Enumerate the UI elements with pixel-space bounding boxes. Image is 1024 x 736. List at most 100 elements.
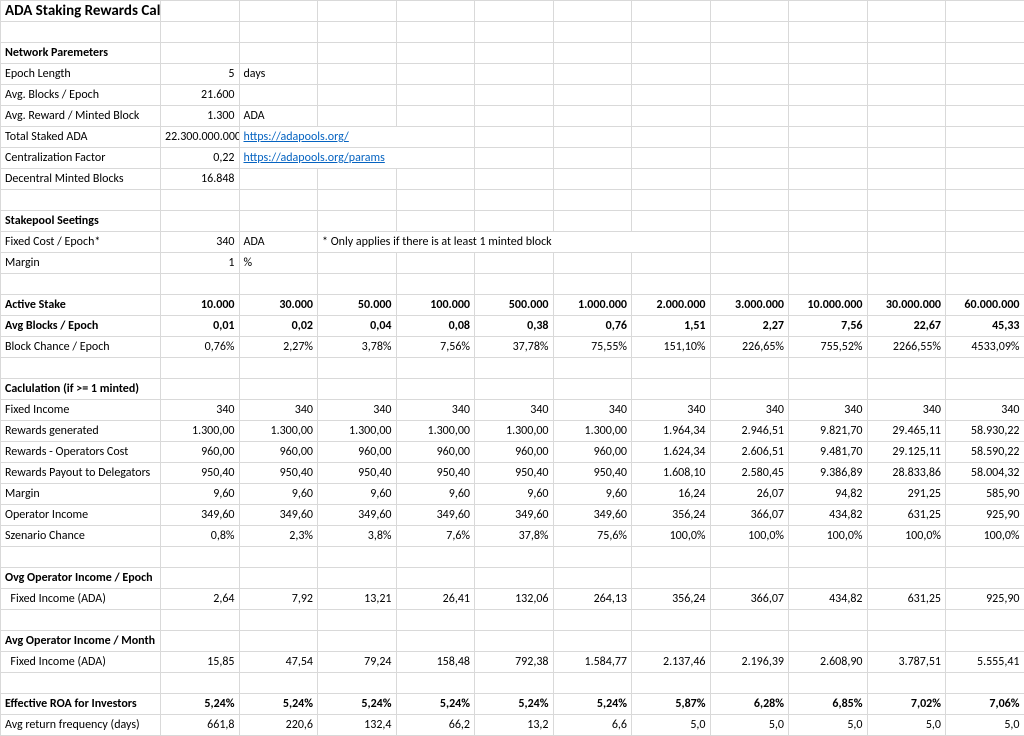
cell-margin_row-10: 585,90 [946,484,1024,505]
value-decentral: 16.848 [161,169,240,190]
cell-rewards_payout-0: 950,40 [161,463,240,484]
cell-rewards_gen-5: 1.300,00 [553,421,632,442]
cell-fixed_income-9: 340 [867,400,946,421]
cell-ovg_fixed-0: 2,64 [161,589,240,610]
cell-rewards_op_cost-7: 2.606,51 [710,442,789,463]
row-ret-freq: Avg return frequency (days) [1,715,161,736]
cell-avg_blocks_epoch-1: 0,02 [239,316,318,337]
cell-avg_fixed_month-10: 5.555,41 [946,652,1024,673]
cell-rewards_payout-7: 2.580,45 [710,463,789,484]
value-margin: 1 [161,253,240,274]
cell-rewards_op_cost-1: 960,00 [239,442,318,463]
cell-active_stake-5: 1.000.000 [553,295,632,316]
cell-fixed_income-7: 340 [710,400,789,421]
cell-szenario-10: 100,0% [946,526,1024,547]
cell-ovg_fixed-1: 7,92 [239,589,318,610]
cell-ovg_fixed-9: 631,25 [867,589,946,610]
note-fixed-cost: * Only applies if there is at least 1 mi… [318,232,711,253]
cell-szenario-8: 100,0% [789,526,868,547]
cell-rewards_payout-5: 950,40 [553,463,632,484]
cell-rewards_gen-8: 9.821,70 [789,421,868,442]
cell-ovg_fixed-6: 356,24 [632,589,711,610]
cell-block_chance-2: 3,78% [318,337,397,358]
section-stakepool: Stakepool Seetings [1,211,161,232]
cell-roa-6: 5,87% [632,694,711,715]
value-centralization: 0,22 [161,148,240,169]
cell-margin_row-9: 291,25 [867,484,946,505]
cell-szenario-1: 2,3% [239,526,318,547]
cell-rewards_payout-8: 9.386,89 [789,463,868,484]
unit-ada-2: ADA [239,232,318,253]
cell-ret_freq-7: 5,0 [710,715,789,736]
cell-operator_income-0: 349,60 [161,505,240,526]
cell-margin_row-7: 26,07 [710,484,789,505]
cell-ret_freq-9: 5,0 [867,715,946,736]
cell-ret_freq-5: 6,6 [553,715,632,736]
label-avg-reward: Avg. Reward / Minted Block [1,106,161,127]
cell-avg_fixed_month-3: 158,48 [396,652,475,673]
cell-active_stake-1: 30.000 [239,295,318,316]
cell-avg_blocks_epoch-5: 0,76 [553,316,632,337]
cell-active_stake-3: 100.000 [396,295,475,316]
cell-margin_row-8: 94,82 [789,484,868,505]
cell-avg_fixed_month-5: 1.584,77 [553,652,632,673]
cell-ret_freq-2: 132,4 [318,715,397,736]
cell-rewards_op_cost-5: 960,00 [553,442,632,463]
cell-avg_fixed_month-6: 2.137,46 [632,652,711,673]
cell-roa-2: 5,24% [318,694,397,715]
cell-ovg_fixed-3: 26,41 [396,589,475,610]
cell-roa-5: 5,24% [553,694,632,715]
row-szenario: Szenario Chance [1,526,161,547]
cell-szenario-7: 100,0% [710,526,789,547]
cell-rewards_gen-1: 1.300,00 [239,421,318,442]
row-ovg-fixed: Fixed Income (ADA) [1,589,161,610]
cell-rewards_op_cost-4: 960,00 [475,442,554,463]
cell-roa-9: 7,02% [867,694,946,715]
cell-margin_row-0: 9,60 [161,484,240,505]
cell-avg_blocks_epoch-2: 0,04 [318,316,397,337]
row-margin-row: Margin [1,484,161,505]
cell-fixed_income-2: 340 [318,400,397,421]
cell-block_chance-1: 2,27% [239,337,318,358]
row-rewards-payout: Rewards Payout to Delegators [1,463,161,484]
cell-roa-7: 6,28% [710,694,789,715]
cell-ret_freq-10: 5,0 [946,715,1024,736]
section-calc: Caclulation (if >= 1 minted) [1,379,161,400]
cell-block_chance-6: 151,10% [632,337,711,358]
cell-ret_freq-6: 5,0 [632,715,711,736]
cell-active_stake-8: 10.000.000 [789,295,868,316]
cell-avg_blocks_epoch-6: 1,51 [632,316,711,337]
cell-avg_fixed_month-2: 79,24 [318,652,397,673]
cell-ovg_fixed-8: 434,82 [789,589,868,610]
unit-percent: % [239,253,318,274]
cell-roa-10: 7,06% [946,694,1024,715]
cell-active_stake-6: 2.000.000 [632,295,711,316]
cell-rewards_gen-10: 58.930,22 [946,421,1024,442]
cell-rewards_gen-6: 1.964,34 [632,421,711,442]
cell-operator_income-3: 349,60 [396,505,475,526]
cell-szenario-6: 100,0% [632,526,711,547]
cell-block_chance-5: 75,55% [553,337,632,358]
cell-avg_blocks_epoch-8: 7,56 [789,316,868,337]
unit-ada: ADA [239,106,318,127]
cell-block_chance-7: 226,65% [710,337,789,358]
cell-fixed_income-8: 340 [789,400,868,421]
cell-margin_row-2: 9,60 [318,484,397,505]
label-centralization: Centralization Factor [1,148,161,169]
unit-days: days [239,64,318,85]
cell-rewards_op_cost-10: 58.590,22 [946,442,1024,463]
cell-ret_freq-0: 661,8 [161,715,240,736]
cell-fixed_income-6: 340 [632,400,711,421]
cell-ovg_fixed-10: 925,90 [946,589,1024,610]
row-rewards-gen: Rewards generated [1,421,161,442]
label-epoch-length: Epoch Length [1,64,161,85]
link-adapools-params[interactable]: https://adapools.org/params [244,151,385,165]
cell-avg_fixed_month-7: 2.196,39 [710,652,789,673]
cell-avg_fixed_month-4: 792,38 [475,652,554,673]
cell-avg_blocks_epoch-4: 0,38 [475,316,554,337]
cell-block_chance-9: 2266,55% [867,337,946,358]
cell-rewards_gen-0: 1.300,00 [161,421,240,442]
cell-operator_income-6: 356,24 [632,505,711,526]
link-adapools[interactable]: https://adapools.org/ [244,130,349,144]
cell-rewards_gen-4: 1.300,00 [475,421,554,442]
